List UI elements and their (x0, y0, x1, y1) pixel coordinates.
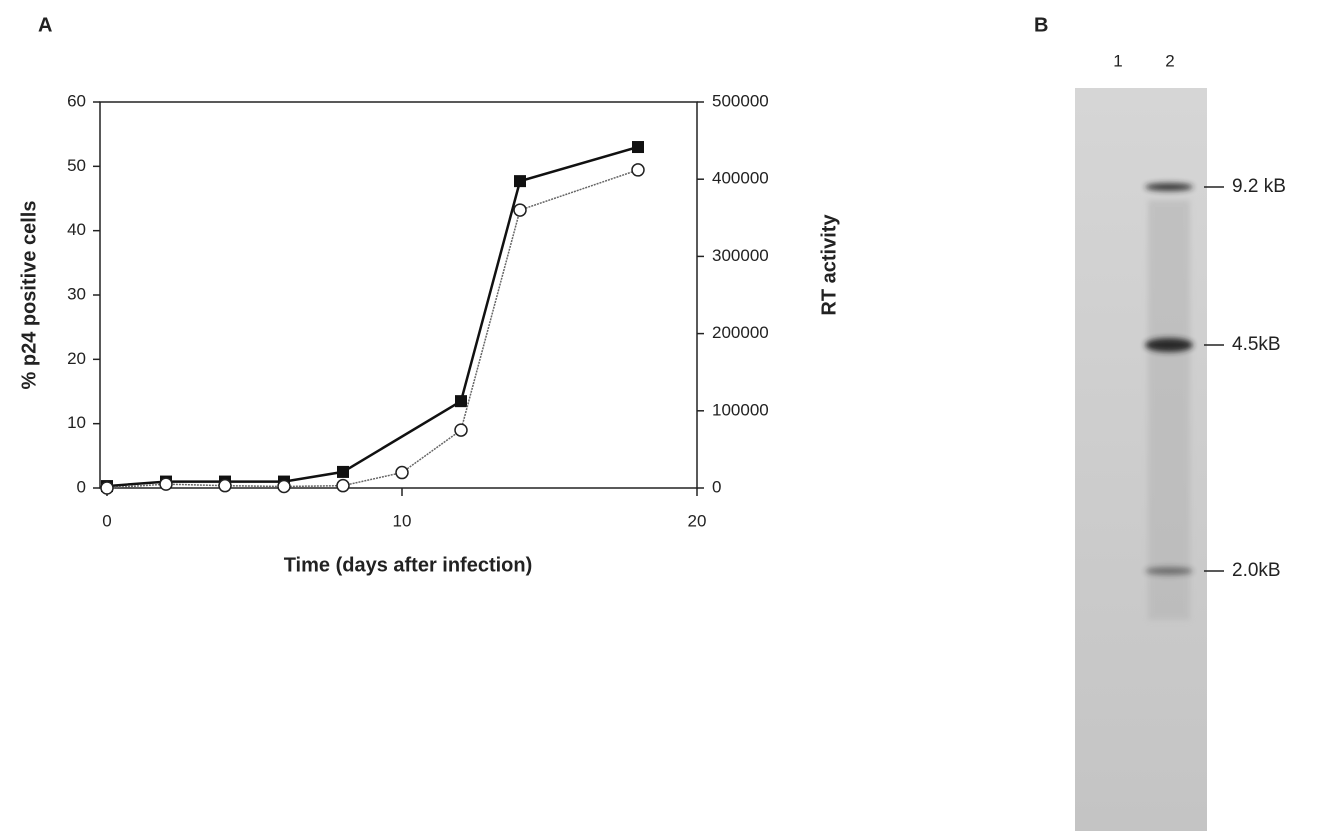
y2-tick-label: 500000 (712, 91, 769, 110)
marker (337, 466, 349, 478)
figure: A B Time (days after infection) % p24 po… (0, 0, 1327, 831)
series-line (107, 147, 638, 486)
marker (514, 204, 526, 216)
marker (337, 480, 349, 492)
marker (632, 164, 644, 176)
gel-band (1145, 338, 1193, 352)
y2-tick-label: 200000 (712, 323, 769, 342)
y-tick-label: 0 (77, 477, 86, 496)
y-tick-label: 20 (67, 349, 86, 368)
marker-label: 9.2 kB (1232, 176, 1286, 197)
x-axis-title: Time (days after infection) (284, 554, 533, 576)
marker (396, 467, 408, 479)
marker-label: 2.0kB (1232, 560, 1281, 581)
x-tick-label: 0 (102, 511, 111, 530)
y-tick-label: 60 (67, 91, 86, 110)
series-line (107, 170, 638, 488)
y-axis-title: % p24 positive cells (18, 201, 40, 390)
panel-label: B (1034, 14, 1048, 36)
lane-label: 2 (1165, 51, 1174, 70)
y-tick-label: 10 (67, 413, 86, 432)
marker (455, 395, 467, 407)
y-tick-label: 50 (67, 156, 86, 175)
y-tick-label: 40 (67, 220, 86, 239)
y2-tick-label: 0 (712, 477, 721, 496)
y2-axis-title: RT activity (818, 214, 840, 316)
marker (514, 175, 526, 187)
y2-tick-label: 300000 (712, 246, 769, 265)
plot-frame (100, 102, 697, 488)
gel-smear (1148, 200, 1190, 620)
marker (455, 424, 467, 436)
y-tick-label: 30 (67, 284, 86, 303)
x-tick-label: 10 (393, 511, 412, 530)
y2-tick-label: 100000 (712, 400, 769, 419)
lane-label: 1 (1113, 51, 1122, 70)
gel-band (1145, 567, 1193, 575)
gel-band (1145, 183, 1193, 191)
marker (632, 141, 644, 153)
x-tick-label: 20 (688, 511, 707, 530)
panel-label: A (38, 14, 52, 36)
page: A B Time (days after infection) % p24 po… (0, 0, 1327, 831)
y2-tick-label: 400000 (712, 169, 769, 188)
marker-label: 4.5kB (1232, 334, 1281, 355)
marker (160, 478, 172, 490)
marker (219, 480, 231, 492)
marker (278, 480, 290, 492)
marker (101, 482, 113, 494)
